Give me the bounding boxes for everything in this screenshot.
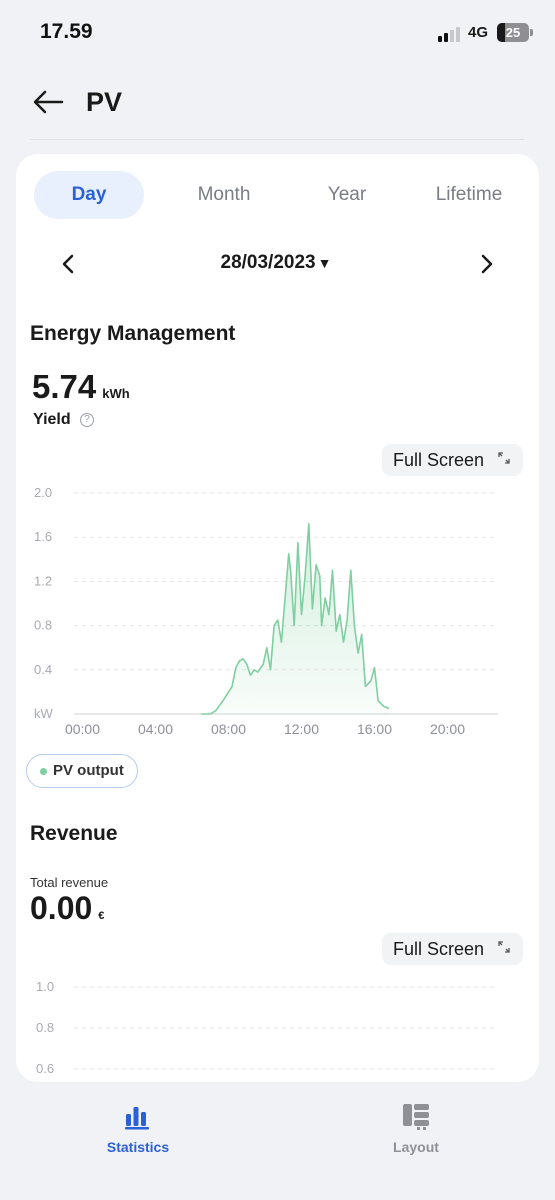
- yield-value: 5.74 kWh: [32, 368, 130, 406]
- y-tick-label: 1.2: [34, 573, 52, 588]
- revenue-section-title: Revenue: [30, 822, 118, 845]
- date-navigator: 28/03/2023 ▼: [16, 242, 539, 286]
- yield-label: Yield: [33, 411, 71, 428]
- date-select[interactable]: 28/03/2023 ▼: [206, 252, 346, 274]
- y-tick-label: 0.8: [36, 1020, 54, 1035]
- help-icon[interactable]: ?: [80, 413, 94, 427]
- chevron-right-icon[interactable]: [472, 250, 500, 278]
- bottom-nav: Statistics Layout: [0, 1082, 555, 1200]
- arrow-left-icon[interactable]: [30, 86, 66, 118]
- y-tick-label: 0.8: [34, 618, 52, 633]
- tab-year[interactable]: Year: [327, 184, 367, 205]
- x-tick-label: 04:00: [138, 721, 173, 737]
- total-revenue-value: 0.00 €: [30, 890, 104, 927]
- legend-label: PV output: [53, 762, 124, 779]
- page-header: PV: [0, 72, 555, 132]
- tab-lifetime[interactable]: Lifetime: [435, 184, 503, 205]
- legend-pv-output[interactable]: PV output: [26, 754, 138, 788]
- nav-layout[interactable]: Layout: [356, 1100, 476, 1155]
- caret-down-icon: ▼: [317, 255, 332, 271]
- tab-day[interactable]: Day: [34, 171, 144, 219]
- full-screen-button[interactable]: Full Screen: [382, 444, 523, 476]
- revenue-chart: 1.0 0.8 0.6: [36, 979, 498, 1076]
- page-title: PV: [86, 87, 123, 117]
- date-value: 28/03/2023: [220, 252, 316, 273]
- period-tabs: Day Month Year Lifetime: [34, 171, 524, 219]
- signal-icon: [438, 26, 462, 42]
- y-tick-label: 1.0: [36, 979, 54, 994]
- layout-icon: [403, 1104, 429, 1130]
- y-tick-label: 2.0: [34, 485, 52, 500]
- energy-section-title: Energy Management: [30, 322, 236, 345]
- y-tick-label: 1.6: [34, 529, 52, 544]
- x-tick-label: 00:00: [65, 721, 100, 737]
- nav-statistics[interactable]: Statistics: [78, 1100, 198, 1155]
- collapse-arrows-icon: [498, 941, 510, 953]
- y-tick-label: kW: [34, 706, 54, 721]
- status-bar: 17.59 4G 25: [0, 0, 555, 64]
- total-revenue-label: Total revenue: [30, 875, 109, 890]
- y-tick-label: 0.4: [34, 662, 52, 677]
- stats-card: Day Month Year Lifetime 28/03/2023 ▼ Ener…: [16, 154, 539, 1082]
- chevron-left-icon[interactable]: [55, 250, 83, 278]
- y-tick-label: 0.6: [36, 1061, 54, 1076]
- status-time: 17.59: [40, 20, 93, 43]
- nav-layout-label: Layout: [393, 1139, 439, 1155]
- full-screen-label: Full Screen: [393, 450, 485, 470]
- x-tick-label: 08:00: [211, 721, 246, 737]
- revenue-number: 0.00: [30, 890, 93, 926]
- tab-month[interactable]: Month: [197, 184, 251, 205]
- battery-icon: 25: [497, 23, 533, 42]
- pv-output-line: [201, 523, 390, 715]
- battery-level: 25: [505, 25, 521, 40]
- yield-unit: kWh: [102, 386, 130, 401]
- yield-number: 5.74: [32, 368, 97, 405]
- header-divider: [30, 139, 524, 140]
- legend-dot-icon: [40, 768, 47, 775]
- currency-unit: €: [98, 910, 105, 922]
- x-tick-label: 12:00: [284, 721, 319, 737]
- x-tick-label: 16:00: [357, 721, 392, 737]
- pv-output-chart: 2.0 1.6 1.2 0.8 0.4 kW 00:00 04:00 08:00 12:00 16:…: [34, 485, 498, 737]
- revenue-full-screen-label: Full Screen: [393, 939, 485, 959]
- x-tick-label: 20:00: [430, 721, 465, 737]
- collapse-arrows-icon: [498, 452, 510, 464]
- bar-chart-icon: [125, 1107, 149, 1130]
- revenue-full-screen-button[interactable]: Full Screen: [382, 933, 523, 965]
- nav-statistics-label: Statistics: [106, 1139, 170, 1155]
- network-type: 4G: [468, 24, 489, 41]
